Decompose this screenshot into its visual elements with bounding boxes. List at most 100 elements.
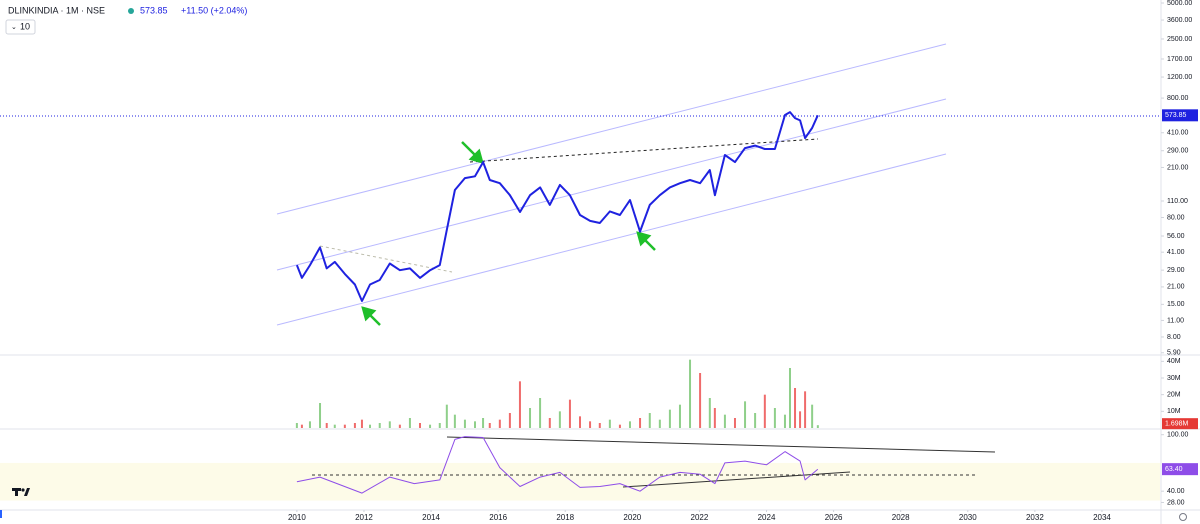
volume-bar xyxy=(783,414,786,428)
last-value-tag xyxy=(1162,418,1198,430)
volume-bar xyxy=(418,423,421,428)
last-value-tag xyxy=(1162,109,1198,122)
y-tick-label: 290.00 xyxy=(1167,148,1189,155)
indicator-count[interactable]: 10 xyxy=(20,21,30,31)
volume-bar xyxy=(658,419,661,428)
volume-bar xyxy=(518,381,521,428)
y-tick-label: 10M xyxy=(1167,408,1181,415)
volume-bar xyxy=(788,368,791,428)
drawings xyxy=(0,43,1161,488)
y-tick-label: 100.00 xyxy=(1167,432,1189,439)
volume-bar xyxy=(816,425,819,428)
x-tick-label: 2018 xyxy=(556,513,574,522)
volume-bar xyxy=(668,409,671,428)
indicator-toggle[interactable] xyxy=(5,19,36,35)
y-tick-label: 41.00 xyxy=(1167,249,1185,256)
last-value-label: 63.40 xyxy=(1165,466,1183,473)
panes xyxy=(0,359,1160,501)
channel-line xyxy=(276,43,947,215)
volume-bar xyxy=(804,391,807,428)
volume-bar xyxy=(628,421,631,428)
volume-bar xyxy=(811,404,814,428)
x-tick-label: 2022 xyxy=(691,513,709,522)
last-price: 573.85 xyxy=(140,5,168,15)
x-tick-label: 2010 xyxy=(288,513,306,522)
volume-bar xyxy=(319,403,322,428)
volume-bar xyxy=(733,418,736,428)
volume-bar xyxy=(744,401,747,428)
volume-bar xyxy=(618,424,621,428)
y-tick-label: 5000.00 xyxy=(1167,0,1192,7)
volume-bar xyxy=(579,416,581,428)
y-tick-label: 410.00 xyxy=(1167,130,1189,137)
channel-line xyxy=(276,153,947,326)
volume-bar xyxy=(369,424,372,428)
x-tick-label: 2012 xyxy=(355,513,373,522)
rsi-line xyxy=(296,436,819,494)
volume-bar xyxy=(343,424,346,428)
y-tick-label: 28.00 xyxy=(1167,499,1185,506)
y-tick-label: 40M xyxy=(1167,358,1181,365)
logo-part xyxy=(24,488,30,496)
volume-bar xyxy=(463,419,466,428)
volume-bar xyxy=(529,408,532,428)
volume-bar xyxy=(308,421,311,428)
volume-bar xyxy=(378,423,381,428)
volume-bar xyxy=(598,423,601,428)
volume-bar xyxy=(589,421,592,428)
last-value-tag xyxy=(1162,463,1198,476)
channel-line xyxy=(276,98,947,271)
scroll-marker xyxy=(0,510,2,518)
volume-bar xyxy=(498,419,501,428)
volume-bar xyxy=(799,411,802,428)
y-tick-label: 5.90 xyxy=(1167,350,1181,357)
y-tick-label: 2500.00 xyxy=(1167,36,1192,43)
volume-bar xyxy=(678,404,681,428)
volume-bar xyxy=(548,418,551,428)
arrow xyxy=(461,141,477,157)
y-tick-label: 30M xyxy=(1167,375,1181,382)
volume-bar xyxy=(568,399,571,428)
trend-line xyxy=(319,245,453,273)
y-tick-label: 29.00 xyxy=(1167,267,1185,274)
x-tick-label: 2030 xyxy=(959,513,977,522)
arrow-head xyxy=(361,306,377,322)
y-tick-label: 40.00 xyxy=(1167,488,1185,495)
y-tick-label: 20M xyxy=(1167,392,1181,399)
x-tick-label: 2034 xyxy=(1093,513,1111,522)
y-tick-label: 800.00 xyxy=(1167,95,1189,102)
settings-button[interactable] xyxy=(1179,513,1187,521)
x-tick-label: 2020 xyxy=(623,513,641,522)
volume-bar xyxy=(488,423,491,428)
chevron[interactable]: ⌄ xyxy=(11,24,17,31)
volume-bar xyxy=(699,373,702,428)
volume-bar xyxy=(539,398,542,428)
x-tick-label: 2014 xyxy=(422,513,440,522)
y-tick-label: 21.00 xyxy=(1167,284,1185,291)
x-tick-label: 2024 xyxy=(758,513,776,522)
volume-bar xyxy=(295,423,298,428)
logo xyxy=(12,488,30,496)
x-tick-label: 2026 xyxy=(825,513,843,522)
volume-bar xyxy=(360,419,363,428)
y-tick-label: 210.00 xyxy=(1167,164,1189,171)
trend-line xyxy=(469,138,819,163)
y-tick-label: 11.00 xyxy=(1167,317,1184,324)
volume-bar xyxy=(438,423,441,428)
y-tick-label: 3600.00 xyxy=(1167,17,1192,24)
volume-bar xyxy=(763,394,766,428)
volume-bar xyxy=(453,414,456,428)
y-tick-label: 56.00 xyxy=(1167,233,1185,240)
volume-bar xyxy=(773,408,776,428)
y-tick-label: 1700.00 xyxy=(1167,56,1192,63)
logo-part xyxy=(21,488,25,492)
volume-bar xyxy=(408,418,411,428)
volume-bar xyxy=(474,421,477,428)
volume-bar xyxy=(333,424,336,428)
logo-part xyxy=(15,488,18,496)
y-tick-label: 110.00 xyxy=(1167,198,1188,205)
volume-bar xyxy=(388,421,391,428)
volume-bar xyxy=(608,419,611,428)
